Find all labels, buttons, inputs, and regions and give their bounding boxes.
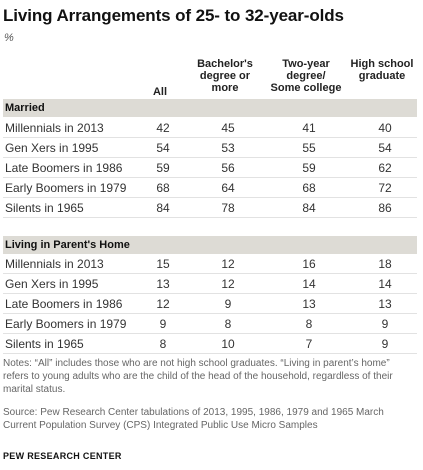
row-label: Silents in 1965 — [5, 337, 84, 351]
cell-high-school: 14 — [378, 277, 392, 291]
table-row: Early Boomers in 1979 9 8 8 9 — [3, 314, 417, 334]
table-row: Millennials in 2013 42 45 41 40 — [3, 118, 417, 138]
section-married: Married — [3, 99, 417, 117]
cell-high-school: 62 — [378, 161, 392, 175]
cell-high-school: 9 — [381, 337, 389, 351]
org-credit: PEW RESEARCH CENTER — [3, 451, 122, 461]
table-row: Millennials in 2013 15 12 16 18 — [3, 254, 417, 274]
notes: Notes: “All” includes those who are not … — [3, 358, 393, 395]
row-label: Late Boomers in 1986 — [5, 297, 123, 311]
cell-two-year: 68 — [302, 181, 316, 195]
cell-high-school: 13 — [378, 297, 392, 311]
section-living-in-parents-home: Living in Parent's Home — [3, 236, 417, 254]
cell-bachelors: 12 — [221, 277, 235, 291]
cell-two-year: 84 — [302, 201, 316, 215]
cell-bachelors: 10 — [221, 337, 235, 351]
cell-all: 59 — [156, 161, 170, 175]
cell-all: 12 — [156, 297, 170, 311]
cell-all: 54 — [156, 141, 170, 155]
table-row: Late Boomers in 1986 12 9 13 13 — [3, 294, 417, 314]
cell-all: 42 — [156, 121, 170, 135]
table-row: Gen Xers in 1995 54 53 55 54 — [3, 138, 417, 158]
page-title: Living Arrangements of 25- to 32-year-ol… — [3, 6, 344, 25]
cell-all: 84 — [156, 201, 170, 215]
row-label: Millennials in 2013 — [5, 121, 104, 135]
unit-label: % — [4, 32, 14, 44]
row-label: Early Boomers in 1979 — [5, 317, 127, 331]
cell-bachelors: 56 — [221, 161, 235, 175]
cell-bachelors: 9 — [224, 297, 232, 311]
table-row: Gen Xers in 1995 13 12 14 14 — [3, 274, 417, 294]
cell-high-school: 18 — [378, 257, 392, 271]
cell-bachelors: 12 — [221, 257, 235, 271]
cell-bachelors: 64 — [221, 181, 235, 195]
source: Source: Pew Research Center tabulations … — [3, 407, 384, 431]
cell-two-year: 41 — [302, 121, 316, 135]
table-row: Early Boomers in 1979 68 64 68 72 — [3, 178, 417, 198]
cell-bachelors: 78 — [221, 201, 235, 215]
cell-two-year: 8 — [305, 317, 313, 331]
table-row: Late Boomers in 1986 59 56 59 62 — [3, 158, 417, 178]
cell-high-school: 72 — [378, 181, 392, 195]
table-row: Silents in 1965 8 10 7 9 — [3, 334, 417, 354]
cell-two-year: 16 — [302, 257, 316, 271]
row-label: Early Boomers in 1979 — [5, 181, 127, 195]
cell-bachelors: 8 — [224, 317, 232, 331]
column-header-two-year: Two-year degree/ Some college — [270, 58, 342, 94]
cell-two-year: 7 — [305, 337, 313, 351]
table-row: Silents in 1965 84 78 84 86 — [3, 198, 417, 218]
cell-all: 15 — [156, 257, 170, 271]
cell-high-school: 86 — [378, 201, 392, 215]
row-label: Millennials in 2013 — [5, 257, 104, 271]
parents-home-rows: Millennials in 2013 15 12 16 18 Gen Xers… — [3, 254, 417, 354]
row-label: Gen Xers in 1995 — [5, 277, 99, 291]
cell-high-school: 54 — [378, 141, 392, 155]
cell-bachelors: 53 — [221, 141, 235, 155]
married-rows: Millennials in 2013 42 45 41 40 Gen Xers… — [3, 118, 417, 218]
cell-bachelors: 45 — [221, 121, 235, 135]
cell-all: 8 — [159, 337, 167, 351]
cell-all: 9 — [159, 317, 167, 331]
cell-all: 13 — [156, 277, 170, 291]
row-label: Late Boomers in 1986 — [5, 161, 123, 175]
row-label: Silents in 1965 — [5, 201, 84, 215]
column-header-bachelors: Bachelor's degree or more — [197, 58, 253, 94]
cell-high-school: 40 — [378, 121, 392, 135]
cell-two-year: 13 — [302, 297, 316, 311]
column-header-all: All — [152, 86, 168, 98]
cell-two-year: 14 — [302, 277, 316, 291]
cell-all: 68 — [156, 181, 170, 195]
cell-two-year: 59 — [302, 161, 316, 175]
column-header-high-school: High school graduate — [350, 58, 414, 82]
cell-two-year: 55 — [302, 141, 316, 155]
row-label: Gen Xers in 1995 — [5, 141, 99, 155]
cell-high-school: 9 — [381, 317, 389, 331]
